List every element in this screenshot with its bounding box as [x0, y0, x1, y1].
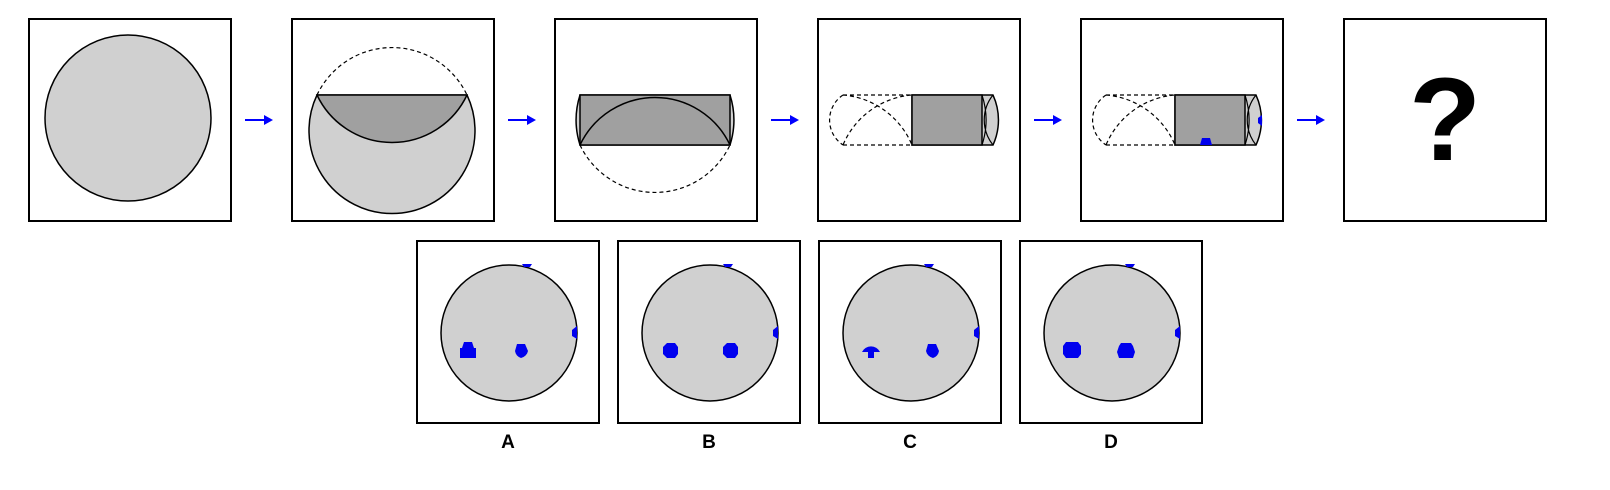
punch-hole-edge — [1258, 115, 1262, 126]
option-b-label: B — [702, 432, 716, 453]
hole-right — [572, 326, 577, 339]
punch-hole-trapezoid — [1200, 138, 1212, 145]
hole-right-bottom — [926, 344, 939, 358]
option-d-card[interactable] — [1019, 240, 1203, 424]
option-c-figure — [842, 264, 980, 402]
option-a-figure — [440, 264, 578, 402]
step-4-panel — [817, 18, 1021, 222]
option-a-card[interactable] — [416, 240, 600, 424]
hole-left — [1063, 342, 1081, 358]
step-5-panel — [1080, 18, 1284, 222]
hole-right-bottom — [1117, 343, 1135, 358]
hole-left — [663, 343, 678, 358]
question-mark: ? — [1408, 54, 1482, 186]
step-2-panel — [291, 18, 495, 222]
hole-right — [773, 326, 778, 339]
top-fold-paper — [308, 47, 476, 215]
hole-top — [924, 264, 934, 267]
option-c-card[interactable] — [818, 240, 1002, 424]
arrow-right-icon — [508, 115, 536, 125]
punched-paper — [1092, 94, 1263, 146]
side-fold-paper — [829, 94, 1000, 146]
full-circle-paper — [44, 34, 212, 202]
hole-left — [862, 346, 880, 358]
hole-top — [723, 264, 733, 267]
step-3-panel — [554, 18, 758, 222]
hole-left — [460, 342, 476, 358]
option-b-card[interactable] — [617, 240, 801, 424]
step-1-panel — [28, 18, 232, 222]
hole-right-bottom — [515, 344, 528, 358]
arrow-right-icon — [1034, 115, 1062, 125]
option-d-figure — [1043, 264, 1181, 402]
hole-right — [974, 326, 979, 339]
answer-placeholder-panel: ? — [1343, 18, 1547, 222]
option-b-figure — [641, 264, 779, 402]
arrow-right-icon — [245, 115, 273, 125]
bottom-fold-paper — [575, 94, 735, 193]
option-a-label: A — [501, 432, 515, 453]
arrow-right-icon — [771, 115, 799, 125]
option-d-label: D — [1104, 432, 1118, 453]
arrow-right-icon — [1297, 115, 1325, 125]
hole-top — [522, 264, 532, 267]
hole-right-bottom — [723, 343, 738, 358]
option-c-label: C — [903, 432, 917, 453]
hole-top — [1125, 264, 1135, 267]
hole-right — [1175, 326, 1180, 339]
